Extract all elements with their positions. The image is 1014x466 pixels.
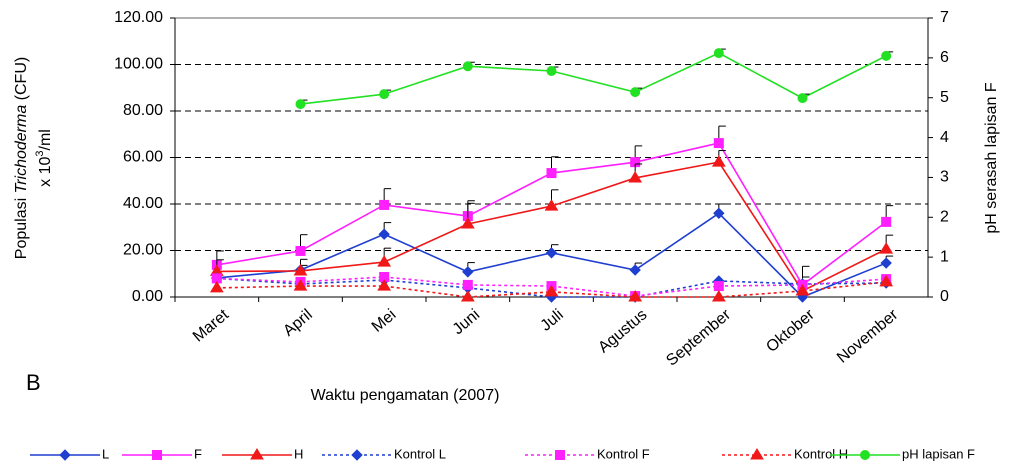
data-point [209,280,224,293]
y2-tick-label: 0 [940,288,949,305]
data-point [460,290,475,302]
y-label-part: (CFU) [13,57,30,101]
legend-label: Kontrol H [794,446,848,461]
data-point [295,245,306,256]
data-point [293,279,308,291]
data-point [544,199,559,211]
legend-label: H [294,446,303,461]
legend-marker [59,449,71,461]
legend-marker [555,450,565,460]
x-tick-label: September [663,306,734,370]
data-point [880,257,892,269]
y-label-part: Populasi [13,198,30,259]
y-tick-label: 0.00 [132,288,163,305]
legend-item: F [122,446,202,461]
data-point [462,61,473,72]
data-point [628,290,643,302]
data-point [630,87,641,98]
legend-label: Kontrol F [597,446,650,461]
y-tick-label: 60.00 [123,149,163,166]
data-point [713,48,724,59]
series-line [216,276,887,297]
data-point [293,263,308,276]
y-tick-label: 40.00 [123,195,163,212]
data-point [879,242,894,254]
data-point [628,170,643,183]
legend-item: Kontrol H [722,446,848,461]
y-tick-label: 120.00 [114,9,163,26]
x-tick-label: Juni [450,306,483,338]
data-point [797,93,808,104]
data-point [881,50,892,61]
legend-marker [860,450,870,460]
data-point [713,281,724,292]
y-tick-label: 80.00 [123,102,163,119]
legend-marker [351,449,363,461]
data-point [879,274,894,287]
legend-label: L [102,446,109,461]
data-point [711,155,726,167]
data-point [713,207,725,220]
data-point [460,217,475,229]
data-point [462,266,474,278]
data-point [377,255,392,267]
data-point [711,290,726,302]
legend-label: Kontrol L [394,446,446,461]
y2-tick-label: 2 [940,209,949,226]
legend-item: pH lapisan F [830,446,975,461]
x-axis-label: Waktu pengamatan (2007) [311,387,500,404]
data-point [545,247,558,259]
data-point [881,216,892,227]
legend-item: Kontrol L [322,446,446,461]
y-axis-unit: x 103/ml [34,129,54,187]
data-point [462,279,473,290]
x-tick-label: Oktober [763,306,818,356]
y2-tick-label: 7 [940,9,949,26]
series-line [216,161,887,292]
data-point [713,138,724,149]
data-point [377,279,392,291]
data-point [544,284,559,297]
data-point [546,168,557,179]
y-tick-label: 20.00 [123,242,163,259]
y2-tick-label: 6 [940,49,949,66]
data-point [378,228,390,240]
data-point [795,283,810,296]
y2-tick-label: 4 [940,129,949,146]
legend-marker [250,448,264,460]
x-tick-label: April [280,306,315,340]
legend-marker [750,448,764,460]
x-tick-label: Juli [537,306,566,334]
data-point [379,199,390,210]
y2-tick-label: 1 [940,248,949,265]
y-axis-label: Populasi Trichoderma (CFU) [13,57,30,259]
y2-tick-label: 5 [940,89,949,106]
data-point [546,66,557,77]
x-tick-label: Maret [190,306,233,346]
y-unit-part: x 10 [37,157,54,187]
y-unit-part: 3 [34,150,46,156]
series-line [300,52,887,105]
y2-axis-label: pH serasah lapisan F [983,82,1000,233]
legend-item: Kontrol F [525,446,650,461]
x-tick-label: Mei [369,306,400,336]
series-line [216,277,887,298]
legend-label: pH lapisan F [902,446,975,461]
x-tick-label: November [834,306,902,367]
x-tick-label: Agustus [595,306,650,356]
series-line [216,281,887,298]
legend-marker [152,450,162,460]
data-point [379,89,390,100]
panel-label: B [26,370,41,395]
y-tick-label: 100.00 [114,56,163,73]
legend-label: F [194,446,202,461]
y-unit-part: /ml [37,129,54,150]
data-point [629,264,641,276]
data-point [295,99,306,110]
y-label-part: Trichoderma [13,105,30,194]
legend-item: H [222,446,303,461]
legend-item: L [30,446,109,461]
y2-tick-label: 3 [940,169,949,186]
